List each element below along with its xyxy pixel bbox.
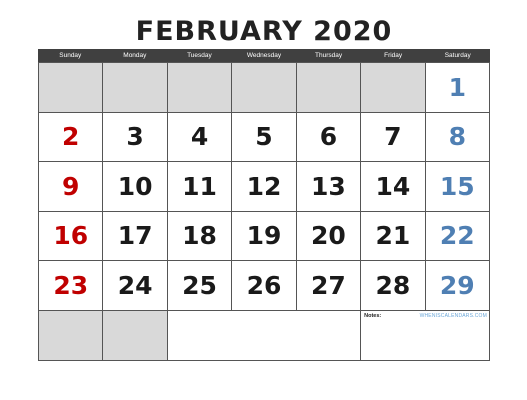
day-cell: 27 [296, 261, 362, 311]
day-cell: 8 [425, 112, 490, 162]
day-cell: 25 [167, 261, 233, 311]
empty-day-cell [232, 63, 297, 113]
notes-box: Notes: WHENISCALENDARS.COM [361, 310, 490, 361]
day-cell: 9 [39, 162, 104, 212]
day-cell: 14 [361, 162, 426, 212]
empty-day-cell [296, 63, 362, 113]
days-grid: 1 2 3 4 5 6 7 8 9 10 11 12 13 14 15 16 17 18 19 20 21 22 23 24 2… [38, 62, 490, 311]
weekday-wednesday: Wednesday [246, 52, 282, 59]
day-cell: 4 [167, 112, 233, 162]
day-cell: 26 [232, 261, 297, 311]
notes-label: Notes: [364, 312, 382, 319]
weekday-monday: Monday [123, 52, 147, 59]
weekday-thursday: Thursday [315, 52, 343, 59]
notes-row: Notes: WHENISCALENDARS.COM [38, 310, 490, 361]
weekday-saturday: Saturday [444, 52, 471, 59]
day-cell: 29 [425, 261, 490, 311]
weekday-header: Sunday Monday Tuesday Wednesday Thursday… [38, 49, 490, 62]
day-cell: 15 [425, 162, 490, 212]
empty-day-cell [361, 63, 426, 113]
day-cell: 3 [103, 112, 168, 162]
day-cell: 18 [167, 211, 233, 261]
empty-day-cell [39, 63, 104, 113]
day-cell: 28 [361, 261, 426, 311]
brand-logo: WHENISCALENDARS.COM [419, 312, 487, 319]
day-cell: 12 [232, 162, 297, 212]
calendar: Sunday Monday Tuesday Wednesday Thursday… [38, 49, 490, 361]
day-cell: 5 [232, 112, 297, 162]
empty-day-cell [167, 63, 233, 113]
day-cell: 2 [39, 112, 104, 162]
day-cell: 16 [39, 211, 104, 261]
day-cell: 20 [296, 211, 362, 261]
weekday-tuesday: Tuesday [187, 52, 212, 59]
day-cell: 11 [167, 162, 233, 212]
empty-day-cell [39, 310, 104, 361]
empty-day-cell [103, 63, 168, 113]
day-cell: 23 [39, 261, 104, 311]
day-cell: 22 [425, 211, 490, 261]
weekday-friday: Friday [384, 52, 403, 59]
calendar-title: FEBRUARY 2020 [135, 16, 393, 47]
day-cell: 10 [103, 162, 168, 212]
day-cell: 17 [103, 211, 168, 261]
weekday-sunday: Sunday [59, 52, 82, 59]
blank-area [167, 310, 362, 361]
day-cell: 24 [103, 261, 168, 311]
empty-day-cell [103, 310, 168, 361]
day-cell: 7 [361, 112, 426, 162]
day-cell: 13 [296, 162, 362, 212]
day-cell: 21 [361, 211, 426, 261]
day-cell: 6 [296, 112, 362, 162]
day-cell: 19 [232, 211, 297, 261]
day-cell: 1 [425, 63, 490, 113]
